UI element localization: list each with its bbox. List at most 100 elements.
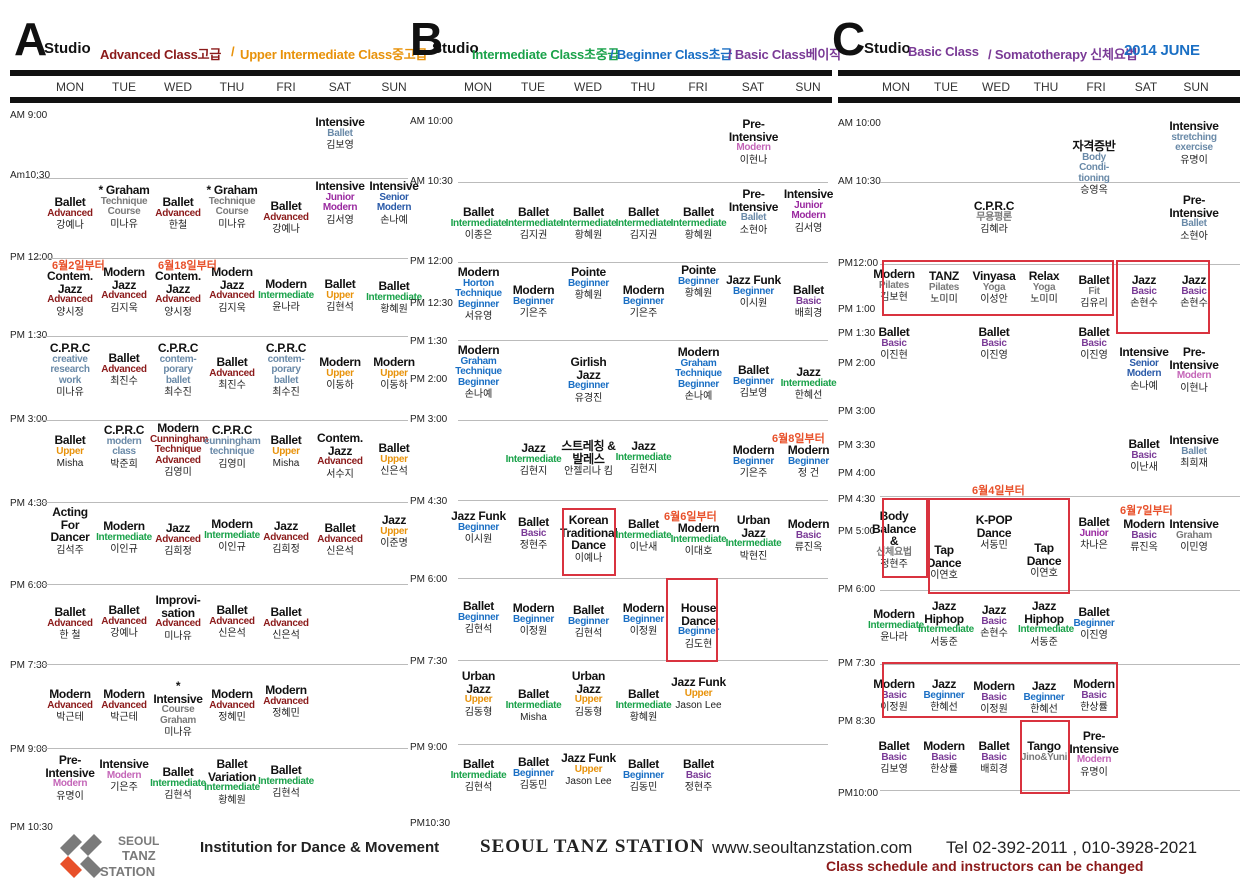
b-class-entry: Jazz Intermediate 김현지 [505, 442, 562, 478]
c-class-entry: Jazz Basic 손현수 [968, 604, 1020, 640]
highlight-jazz-basic [1116, 260, 1210, 334]
class-name: Modern [265, 277, 307, 291]
class-instructor: 황혜원 [218, 794, 246, 806]
c-class-entry: Jazz Basic 손현수 [1118, 274, 1170, 310]
class-level: Graham [1176, 529, 1212, 541]
b-day-sun: SUN [795, 80, 821, 94]
class-name: Pre-Intensive [1069, 729, 1119, 756]
class-level: Intermediate [670, 217, 727, 229]
class-level: Advanced [209, 699, 255, 711]
class-instructor: 이동하 [380, 380, 408, 392]
footer-note: Class schedule and instructors can be ch… [826, 858, 1144, 874]
a-class-entry: Modern Advanced 정혜민 [204, 688, 260, 724]
class-instructor: 정현주 [880, 559, 908, 571]
class-level: Beginner [923, 689, 965, 701]
class-instructor: 강예나 [272, 224, 300, 236]
class-instructor: 신은석 [380, 466, 408, 478]
class-name: Ballet [738, 363, 769, 377]
class-name: Contem. Jazz [317, 431, 363, 458]
class-name: Modern [512, 601, 555, 615]
class-name: Ballet [378, 441, 410, 455]
class-level: Advanced [209, 290, 255, 302]
class-name: Intensive [315, 115, 365, 129]
class-instructor: 양시정 [56, 306, 84, 318]
c-class-entry: Ballet Basic 이진영 [968, 326, 1020, 362]
b-day-thu: THU [630, 80, 656, 94]
studio-b-subtitle-beg: / Beginner Class초급 [610, 47, 733, 62]
class-instructor: 최진수 [110, 376, 138, 388]
class-level: Intermediate [450, 217, 507, 229]
b-class-entry: Modern Graham Technique Beginner 손나예 [450, 344, 507, 401]
c-time-divider [880, 496, 1240, 497]
class-instructor: 미나유 [110, 218, 138, 230]
class-name: * Intensive [153, 679, 203, 706]
c-class-entry: Intensive Graham 이민영 [1168, 518, 1220, 554]
class-instructor: 김현석 [164, 790, 192, 802]
highlight-tap-kpop [928, 498, 1070, 594]
class-instructor: 신은석 [272, 630, 300, 642]
class-instructor: 이난새 [1130, 462, 1158, 474]
b-time-divider [458, 182, 828, 183]
b-class-entry: Jazz Funk Upper Jason Lee [560, 752, 617, 788]
a-class-entry: Improvi-sation Advanced 미나유 [150, 594, 206, 642]
b-class-entry: Ballet Intermediate Misha [505, 688, 562, 724]
a-time-label: Am10:30 [10, 170, 51, 181]
a-class-entry: Ballet Intermediate 황혜원 [366, 280, 422, 316]
c-class-entry: Tap Dance 이연호 [1018, 542, 1070, 580]
a-class-entry: Modern Upper 이동하 [366, 356, 422, 392]
class-name: Ballet [878, 739, 910, 753]
c-time-label: AM 10:30 [838, 176, 881, 187]
class-level: Basic [685, 769, 712, 781]
class-level: Upper [56, 445, 84, 457]
c-time-label: PM 3:30 [838, 440, 876, 451]
b-class-entry: Ballet Intermediate 황혜원 [615, 688, 672, 724]
b-day-wed: WED [574, 80, 602, 94]
class-instructor: 김보영 [739, 388, 768, 400]
c-time-divider [880, 790, 1240, 791]
a-class-entry: Ballet Advanced 강예나 [96, 604, 152, 640]
class-name: 자격증반 [1072, 139, 1116, 153]
b-class-entry: Urban Jazz Upper 김동형 [450, 670, 507, 718]
a-class-entry: Contem. Jazz Advanced 양시정 [42, 270, 98, 318]
a-class-entry: C.P.R.C creative research work 미나유 [42, 342, 98, 399]
class-instructor: 이정원 [629, 626, 658, 638]
b-class-entry: Ballet Intermediate 이난새 [615, 518, 672, 554]
b-time-label: PM 1:30 [410, 336, 448, 347]
class-name: Modern [923, 739, 965, 753]
class-instructor: 김현지 [519, 466, 548, 478]
a-class-entry: C.P.R.C contem-porary ballet 최수진 [150, 342, 206, 399]
a-time-label: PM 9:00 [10, 744, 48, 755]
class-name: Modern Jazz [103, 265, 145, 292]
class-instructor: 이진현 [880, 350, 908, 362]
class-level: Advanced [155, 618, 201, 630]
studio-a-subtitle-advanced: Advanced Class고급 [100, 47, 222, 62]
class-instructor: 기은주 [739, 468, 768, 480]
class-level: Upper [574, 694, 603, 706]
b-day-mon: MON [464, 80, 492, 94]
class-name: Ballet [978, 739, 1010, 753]
class-instructor: 손현수 [1130, 298, 1158, 310]
class-name: Ballet [518, 687, 549, 701]
class-name: Ballet Variation [208, 757, 256, 784]
class-instructor: 김보영 [326, 140, 354, 152]
class-instructor: 황혜원 [574, 230, 603, 242]
class-level: Beginner [678, 275, 719, 287]
class-level: Junior Modern [791, 199, 826, 222]
class-instructor: 기은주 [629, 308, 658, 320]
class-instructor: 김현석 [326, 302, 354, 314]
class-instructor: 노미미 [930, 294, 958, 306]
a-day-sun: SUN [381, 80, 407, 94]
class-level: Basic [1131, 285, 1157, 297]
highlight-korean-dance [562, 508, 616, 576]
class-instructor: 한혜선 [794, 390, 823, 402]
c-time-label: PM 6:00 [838, 584, 876, 595]
a-class-entry: Modern Jazz Advanced 김지욱 [204, 266, 260, 314]
class-name: Ballet [683, 757, 714, 771]
class-instructor: 김지욱 [110, 302, 138, 314]
footer-url[interactable]: www.seoultanzstation.com [712, 838, 913, 857]
b-class-entry: Pointe Beginner 황혜원 [560, 266, 617, 302]
class-instructor: Misha [272, 458, 300, 470]
a-class-entry: Ballet Upper Misha [42, 434, 98, 470]
class-level: Modern [1176, 370, 1212, 382]
class-level: Intermediate [615, 217, 672, 229]
